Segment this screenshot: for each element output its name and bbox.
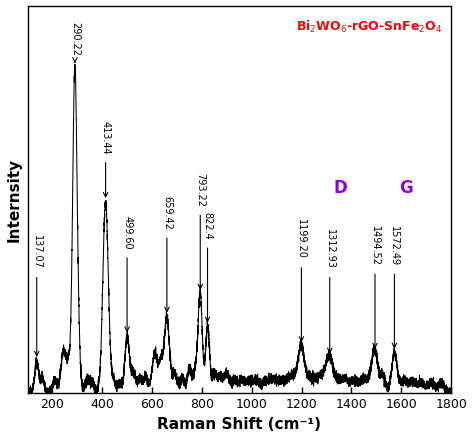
Text: 822.4: 822.4 — [202, 212, 212, 239]
Text: 290.22: 290.22 — [70, 22, 80, 56]
Text: 499.60: 499.60 — [122, 215, 132, 249]
Text: 1494.52: 1494.52 — [370, 225, 380, 265]
Text: 1572.49: 1572.49 — [390, 225, 400, 265]
Text: G: G — [399, 179, 413, 197]
Text: 659.42: 659.42 — [162, 195, 172, 229]
Text: Bi$_2$WO$_6$-rGO-SnFe$_2$O$_4$: Bi$_2$WO$_6$-rGO-SnFe$_2$O$_4$ — [296, 18, 443, 35]
Text: 137.07: 137.07 — [32, 235, 42, 268]
Text: 413.44: 413.44 — [100, 120, 110, 154]
Text: D: D — [333, 179, 347, 197]
Text: 1199.20: 1199.20 — [296, 219, 306, 259]
Y-axis label: Internsity: Internsity — [7, 158, 22, 242]
Text: 793.22: 793.22 — [195, 173, 205, 206]
Text: 1312.93: 1312.93 — [325, 229, 335, 268]
X-axis label: Raman Shift (cm⁻¹): Raman Shift (cm⁻¹) — [157, 416, 321, 431]
